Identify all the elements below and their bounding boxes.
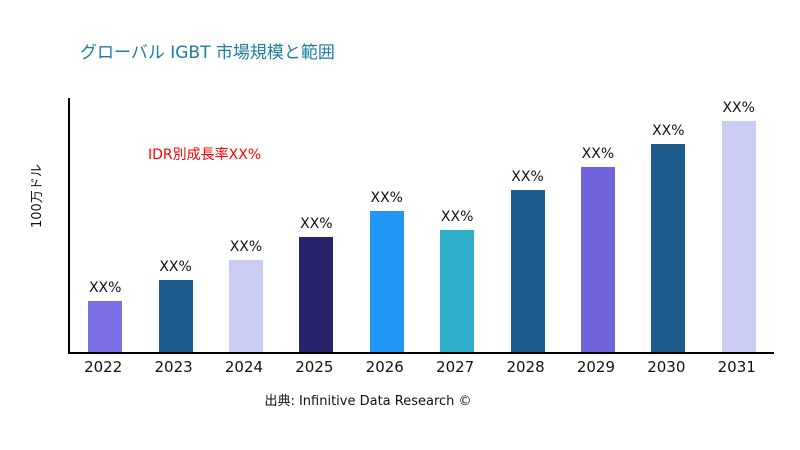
- bar: [580, 167, 615, 352]
- bar-value-label: XX%: [300, 216, 333, 232]
- source-caption: 出典: Infinitive Data Research ©: [264, 394, 472, 409]
- chart-title: グローバル IGBT 市場規模と範囲: [80, 43, 335, 63]
- bar-slot: XX%: [211, 98, 281, 352]
- bar: [299, 237, 334, 352]
- bar-slot: XX%: [563, 98, 633, 352]
- x-axis-tick-label: 2028: [506, 358, 545, 376]
- bar: [88, 301, 123, 352]
- bar-slot: XX%: [281, 98, 351, 352]
- x-axis-tick-label: 2030: [647, 358, 686, 376]
- x-axis-tick-label: 2029: [576, 358, 616, 376]
- x-axis-ticks: 2022 2023 2024 2025 2026 2027 2028 2029 2030 2031: [68, 358, 772, 376]
- bar-slot: XX%: [704, 98, 774, 352]
- bar-slot: XX%: [493, 98, 563, 352]
- growth-rate-annotation: IDR別成長率XX%: [148, 147, 262, 163]
- x-axis-tick-label: 2023: [154, 358, 193, 376]
- bar-value-label: XX%: [159, 259, 192, 275]
- bars-container: XX% XX% XX% XX% XX% XX% XX% XX% XX% XX%: [70, 98, 774, 352]
- bar-slot: XX%: [422, 98, 492, 352]
- bar-value-label: XX%: [652, 123, 685, 139]
- bar-value-label: XX%: [511, 169, 544, 185]
- bar-slot: XX%: [70, 98, 140, 352]
- x-axis-tick-label: 2022: [84, 358, 123, 376]
- bar-value-label: XX%: [229, 239, 263, 255]
- bar-value-label: XX%: [370, 190, 403, 206]
- bar-value-label: XX%: [88, 280, 122, 296]
- bar-value-label: XX%: [440, 209, 474, 225]
- x-axis-tick-label: 2031: [717, 358, 756, 376]
- bar-value-label: XX%: [581, 146, 615, 162]
- x-axis-tick-label: 2024: [224, 358, 264, 376]
- plot-area: XX% XX% XX% XX% XX% XX% XX% XX% XX% XX%: [68, 98, 774, 354]
- bar-value-label: XX%: [722, 100, 755, 116]
- bar: [651, 144, 686, 352]
- bar: [369, 211, 404, 352]
- x-axis-tick-label: 2026: [365, 358, 404, 376]
- bar-slot: XX%: [141, 98, 211, 352]
- bar-slot: XX%: [352, 98, 422, 352]
- bar: [510, 190, 545, 352]
- bar: [158, 280, 193, 352]
- bar-slot: XX%: [633, 98, 703, 352]
- x-axis-tick-label: 2025: [295, 358, 334, 376]
- x-axis-tick-label: 2027: [436, 358, 475, 376]
- bar: [721, 121, 756, 352]
- bar: [228, 260, 263, 352]
- y-axis-label: 100万ドル: [30, 164, 45, 228]
- bar: [440, 230, 475, 352]
